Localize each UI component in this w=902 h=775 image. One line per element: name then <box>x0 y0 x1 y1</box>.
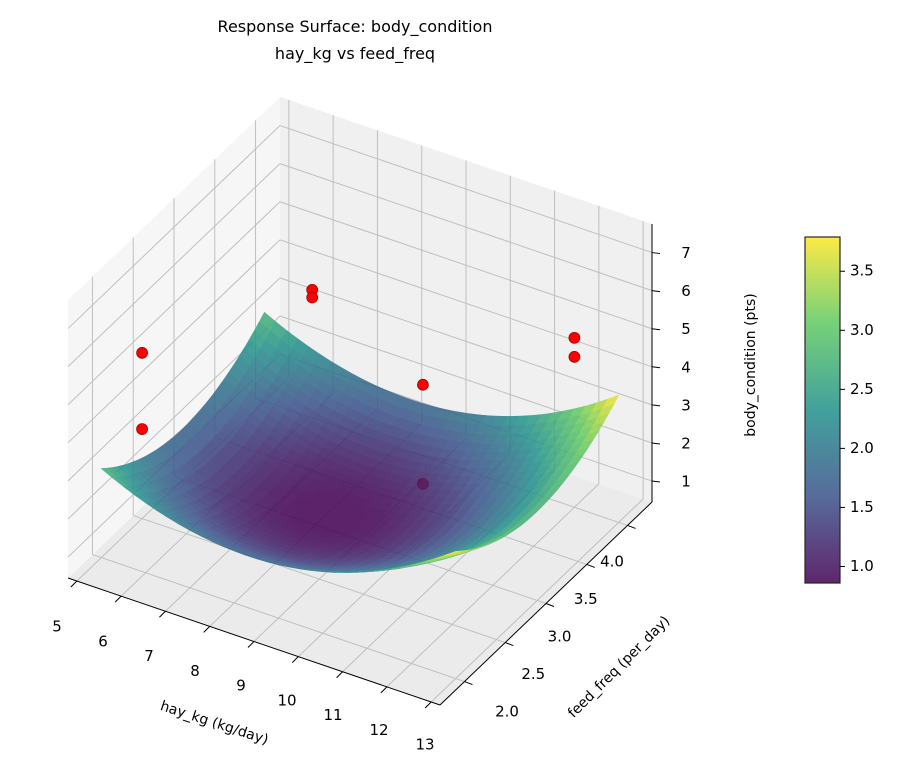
z-tick <box>651 480 661 483</box>
x-tick <box>380 686 388 694</box>
x-tick-label: 13 <box>415 736 434 754</box>
gridline <box>279 239 653 368</box>
gridline <box>67 277 281 482</box>
gridline <box>279 163 653 292</box>
y-tick <box>586 563 595 568</box>
colorbar-gradient <box>804 236 841 584</box>
z-tick <box>651 366 661 369</box>
z-tick-label: 3 <box>681 396 691 414</box>
z-tick-label: 2 <box>681 434 691 452</box>
z-tick-label: 5 <box>681 320 691 338</box>
x-tick-label: 11 <box>323 706 342 724</box>
z-tick <box>651 290 661 293</box>
z-tick <box>651 252 661 255</box>
chart-title: Response Surface: body_condition <box>218 17 493 37</box>
z-tick <box>651 404 661 407</box>
x-tick <box>114 595 122 603</box>
x-tick-label: 8 <box>190 662 200 680</box>
data-point <box>568 351 581 363</box>
axis-lines <box>67 224 661 709</box>
gridline <box>133 515 506 644</box>
z-tick-label: 4 <box>681 358 691 376</box>
colorbar-tick-label: 3.0 <box>850 321 874 339</box>
x-tick-label: 6 <box>98 632 108 650</box>
y-tick-label: 2.0 <box>495 703 519 721</box>
x-tick <box>424 701 432 709</box>
colorbar-tick-label: 3.5 <box>850 262 874 280</box>
y-tick-label: 2.5 <box>521 665 545 683</box>
surface <box>100 311 620 573</box>
x-axis-label: hay_kg (kg/day) <box>158 698 270 748</box>
colorbar-tick-label: 2.0 <box>850 439 874 457</box>
x-tick-label: 7 <box>144 647 154 665</box>
x-tick <box>203 626 211 633</box>
y-tick-label: 3.0 <box>548 628 572 646</box>
gridline <box>67 125 281 329</box>
z-tick-label: 6 <box>681 282 691 300</box>
gridline <box>279 277 653 406</box>
gridline <box>279 201 653 330</box>
x-tick-label: 9 <box>236 677 246 695</box>
z-tick <box>651 328 661 331</box>
x-tick-label: 12 <box>369 721 388 739</box>
y-tick-label: 4.0 <box>600 553 624 571</box>
z-axis-label: body_condition (pts) <box>743 293 759 436</box>
data-point <box>306 291 319 304</box>
colorbar: 1.0 1.5 2.0 2.5 3.0 3.5 <box>804 236 874 584</box>
surface-patch <box>444 550 461 556</box>
y-tick <box>545 603 555 607</box>
y-tick <box>627 524 636 529</box>
data-point <box>136 423 148 435</box>
x-tick-label: 5 <box>52 618 62 636</box>
colorbar-tick-label: 1.0 <box>850 557 874 575</box>
z-tick-label: 7 <box>681 244 691 262</box>
data-point <box>417 378 429 391</box>
x-tick <box>291 656 299 663</box>
x-tick <box>159 610 166 618</box>
y-tick <box>505 642 514 647</box>
x-tick <box>247 641 255 648</box>
z-tick-label: 1 <box>681 473 691 491</box>
chart-subtitle: hay_kg vs feed_freq <box>275 44 435 64</box>
x-tick <box>336 671 343 679</box>
y-tick-label: 3.5 <box>574 590 598 608</box>
gridline <box>67 201 281 406</box>
colorbar-tick-label: 2.5 <box>850 380 874 398</box>
data-points <box>136 283 581 435</box>
x-tick <box>70 580 78 588</box>
y-tick <box>464 681 473 686</box>
colorbar-tick-label: 1.5 <box>850 498 874 516</box>
gridline <box>67 239 281 444</box>
data-point <box>568 331 581 344</box>
gridline <box>92 554 465 683</box>
data-point <box>136 347 148 359</box>
gridline <box>67 163 281 368</box>
y-axis-label: feed_freq (per_day) <box>565 613 673 721</box>
x-tick-label: 10 <box>277 691 296 709</box>
gridline <box>279 125 653 254</box>
z-tick <box>651 442 661 445</box>
